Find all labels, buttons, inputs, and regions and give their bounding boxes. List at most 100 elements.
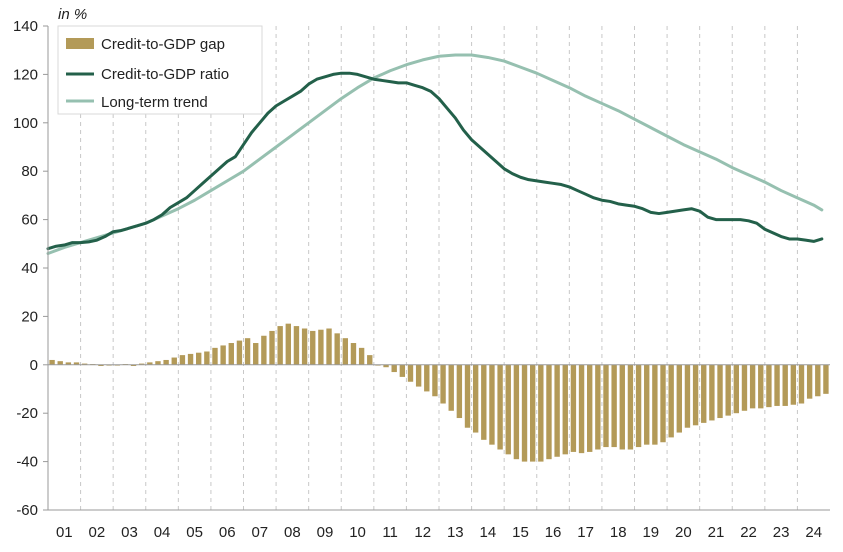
legend-label-trend: Long-term trend xyxy=(101,94,208,111)
gap-bar xyxy=(236,340,243,365)
trend-line xyxy=(46,53,824,255)
x-tick-label: 08 xyxy=(284,524,301,541)
gap-bar xyxy=(733,364,740,414)
axes xyxy=(43,25,830,511)
gap-bar xyxy=(163,359,169,365)
gap-bar xyxy=(538,364,544,462)
y-tick-label: 60 xyxy=(21,212,38,229)
gap-bar xyxy=(269,330,275,365)
x-tick-label: 07 xyxy=(251,524,268,541)
gap-bar xyxy=(220,345,226,365)
x-tick-label: 11 xyxy=(382,524,398,541)
gap-bar xyxy=(692,364,699,426)
x-tick-label: 20 xyxy=(675,524,692,541)
gap-bar xyxy=(684,364,691,428)
gap-bar xyxy=(790,364,797,405)
y-tick-label: 140 xyxy=(13,18,38,35)
gap-bar xyxy=(155,361,161,365)
gap-bar xyxy=(758,364,764,409)
x-tick-label: 21 xyxy=(708,524,725,541)
gap-bar xyxy=(725,364,731,416)
x-tick-label: 06 xyxy=(219,524,236,541)
gap-bar xyxy=(65,362,72,365)
gap-bar xyxy=(587,364,593,452)
gap-bar xyxy=(179,355,186,365)
y-tick-label: -60 xyxy=(16,502,38,519)
gap-bar xyxy=(334,333,340,365)
gap-bar xyxy=(253,343,259,365)
gap-bar xyxy=(391,364,397,373)
gap-bar xyxy=(228,343,234,365)
x-tick-label: 13 xyxy=(447,524,464,541)
x-tick-label: 19 xyxy=(642,524,659,541)
gap-bar xyxy=(448,364,454,411)
gap-bar xyxy=(529,364,536,462)
gap-bar xyxy=(424,364,430,392)
gap-bar xyxy=(456,364,463,419)
gap-bar xyxy=(619,364,625,450)
gap-bar xyxy=(147,362,153,365)
gap-bars xyxy=(49,323,829,462)
x-tick-label: 23 xyxy=(773,524,790,541)
gap-bar xyxy=(717,364,723,419)
gap-bar xyxy=(627,364,634,450)
gap-bar xyxy=(749,364,756,409)
gap-bar xyxy=(187,353,194,365)
gap-bar xyxy=(57,361,63,365)
x-tick-label: 10 xyxy=(349,524,366,541)
y-tick-label: 40 xyxy=(21,260,38,277)
gap-bar xyxy=(310,330,316,365)
gap-bar xyxy=(212,347,218,365)
gap-bar xyxy=(505,364,511,455)
x-tick-label: 16 xyxy=(545,524,562,541)
x-tick-label: 03 xyxy=(121,524,138,541)
gap-bar xyxy=(130,364,137,367)
gap-bar xyxy=(489,364,495,445)
gap-bar xyxy=(73,362,80,365)
gap-bar xyxy=(440,364,446,404)
y-tick-label: 0 xyxy=(30,357,38,374)
gap-bar xyxy=(701,364,707,423)
x-tick-label: 17 xyxy=(577,524,594,541)
gap-bar xyxy=(497,364,503,450)
gap-bar xyxy=(635,364,642,448)
gap-bar xyxy=(798,364,805,404)
tick-labels: -60 -40 -20 0 20 40 60 80 100 120 140 01 02 03 04 05 06 0… xyxy=(13,18,822,541)
gap-bar xyxy=(554,364,560,457)
gap-bar xyxy=(741,364,748,411)
x-tick-label: 14 xyxy=(480,524,497,541)
gap-bar xyxy=(407,364,414,382)
unit-label: in % xyxy=(58,6,87,23)
gap-bar xyxy=(293,326,300,365)
gap-bar xyxy=(196,352,202,365)
gap-bar xyxy=(358,347,365,365)
x-tick-label: 18 xyxy=(610,524,627,541)
gap-bar xyxy=(644,364,650,445)
gap-bar xyxy=(774,364,780,406)
gap-bar xyxy=(570,364,577,452)
gap-bar xyxy=(98,364,104,367)
gap-bar xyxy=(472,364,479,433)
y-tick-label: -20 xyxy=(16,405,38,422)
gap-bar xyxy=(578,364,585,454)
x-tick-label: 15 xyxy=(512,524,529,541)
x-tick-label: 02 xyxy=(89,524,106,541)
gap-bar xyxy=(285,323,291,365)
gap-bar xyxy=(782,364,788,406)
gap-bar xyxy=(806,364,813,399)
gap-bar xyxy=(399,364,406,377)
gap-bar xyxy=(318,329,324,365)
y-tick-label: -40 xyxy=(16,454,38,471)
gap-bar xyxy=(766,364,772,408)
gap-bar xyxy=(481,364,487,440)
x-tick-label: 04 xyxy=(154,524,171,541)
ratio-line xyxy=(46,71,824,251)
x-tick-label: 01 xyxy=(56,524,73,541)
gap-bar xyxy=(668,364,674,438)
y-tick-label: 100 xyxy=(13,115,38,132)
x-tick-label: 09 xyxy=(317,524,334,541)
gap-bar xyxy=(81,363,88,365)
y-tick-label: 80 xyxy=(21,163,38,180)
gap-bar xyxy=(815,364,821,397)
gap-bar xyxy=(326,328,332,365)
